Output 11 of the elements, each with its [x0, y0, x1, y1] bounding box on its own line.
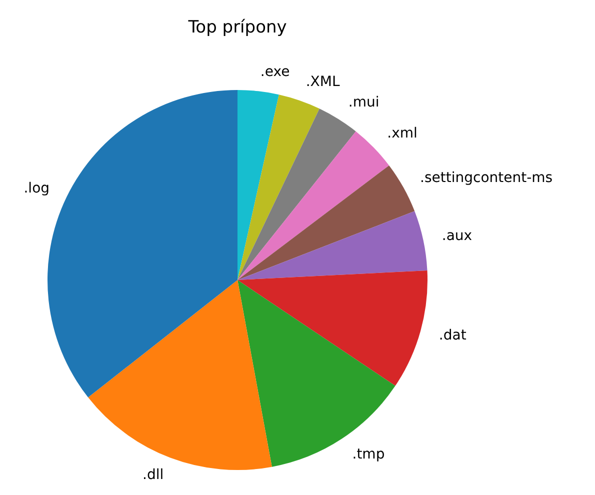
slice-label: .aux: [442, 228, 472, 244]
slice-label: .log: [24, 180, 50, 196]
slice-label: .xml: [387, 126, 418, 142]
slice-label: .XML: [306, 74, 340, 90]
slice-label: .dll: [142, 467, 164, 484]
slice-label: .dat: [438, 327, 467, 344]
slice-label: .tmp: [352, 446, 385, 462]
slice-label: .mui: [348, 94, 380, 110]
slice-label: .exe: [260, 64, 290, 80]
chart-title: Top prípony: [187, 17, 287, 38]
slice-label: .settingcontent-ms: [420, 170, 553, 186]
